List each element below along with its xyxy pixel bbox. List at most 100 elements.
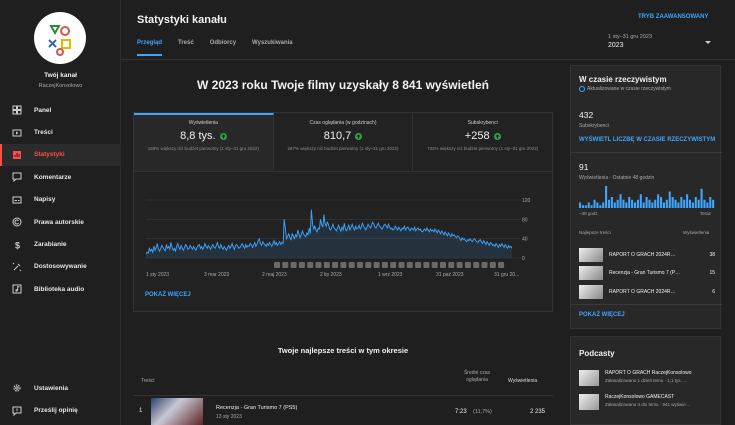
realtime-bar[interactable] <box>660 197 663 208</box>
sidebar-item-panel[interactable]: Panel <box>0 99 121 121</box>
podcast-item[interactable]: RaczejKonsolowo GAMECAST Zaktualizowano … <box>579 394 719 414</box>
realtime-bar[interactable] <box>697 199 700 208</box>
realtime-bar[interactable] <box>665 199 668 208</box>
tab-research[interactable]: Wyszukiwania <box>252 40 293 46</box>
podcast-item[interactable]: RAPORT O GRACH RaczejKonsolowo Zaktualiz… <box>579 370 719 390</box>
video-title[interactable]: Recenzja - Gran Turismo 7 (PS5) <box>216 405 298 411</box>
metric-card-watch-time[interactable]: Czas oglądania (w godzinach) 810,7 267% … <box>273 113 414 171</box>
video-marker[interactable] <box>365 262 372 268</box>
video-marker[interactable] <box>464 262 471 268</box>
video-marker[interactable] <box>274 262 280 268</box>
realtime-bar[interactable] <box>605 186 608 208</box>
video-marker[interactable] <box>307 262 314 268</box>
realtime-bar[interactable] <box>671 197 674 208</box>
sidebar-item-audio-library[interactable]: Biblioteka audio <box>0 278 121 300</box>
sidebar-item-customization[interactable]: Dostosowywanie <box>0 256 121 278</box>
video-marker[interactable] <box>440 262 446 268</box>
tab-overview[interactable]: Przegląd <box>137 40 163 56</box>
realtime-bar[interactable] <box>631 199 634 208</box>
video-marker[interactable] <box>498 262 505 268</box>
date-range-label[interactable]: 1 sty–31 gru 2023 <box>608 34 653 40</box>
realtime-bar[interactable] <box>651 202 654 209</box>
realtime-bar[interactable] <box>688 199 692 208</box>
sidebar-item-settings[interactable]: Ustawienia <box>0 377 121 399</box>
realtime-bar[interactable] <box>706 202 709 209</box>
video-thumbnail[interactable] <box>151 398 203 425</box>
realtime-bar[interactable] <box>674 199 677 208</box>
realtime-bar[interactable] <box>686 194 689 208</box>
date-range-value[interactable]: 2023 <box>608 42 624 49</box>
table-row[interactable]: 1 Recenzja - Gran Turismo 7 (PS5) 13 sty… <box>133 395 553 425</box>
realtime-bar[interactable] <box>636 199 639 208</box>
video-marker[interactable] <box>332 262 339 268</box>
sidebar-item-content[interactable]: Treści <box>0 121 121 143</box>
video-marker[interactable] <box>456 262 463 268</box>
video-marker[interactable] <box>489 262 496 268</box>
realtime-bar[interactable] <box>709 197 712 208</box>
sidebar-item-subtitles[interactable]: Napisy <box>0 189 121 211</box>
realtime-bar[interactable] <box>694 197 697 208</box>
realtime-bar[interactable] <box>590 205 593 208</box>
advanced-mode-link[interactable]: TRYB ZAAWANSOWANY <box>638 14 709 20</box>
realtime-bar[interactable] <box>616 199 619 208</box>
realtime-bar[interactable] <box>645 197 648 208</box>
realtime-bar[interactable] <box>633 202 637 209</box>
metric-card-subscribers[interactable]: Subskrybenci +258 732% większy niż budże… <box>413 113 553 171</box>
video-marker[interactable] <box>390 262 397 268</box>
video-marker[interactable] <box>323 262 330 268</box>
video-marker[interactable] <box>431 262 438 268</box>
realtime-bar[interactable] <box>668 191 671 209</box>
video-marker[interactable] <box>473 262 480 268</box>
realtime-top-item[interactable]: RAPORT O GRACH 2024R… 6 <box>579 284 715 300</box>
realtime-bar[interactable] <box>648 199 651 208</box>
realtime-bar[interactable] <box>610 197 613 208</box>
video-marker[interactable] <box>340 262 347 268</box>
video-marker[interactable] <box>373 262 380 268</box>
video-marker[interactable] <box>398 262 405 268</box>
sidebar-item-copyright[interactable]: Prawa autorskie <box>0 211 121 233</box>
realtime-top-item[interactable]: RAPORT O GRACH 2024R… 38 <box>579 247 715 263</box>
realtime-bar[interactable] <box>703 199 706 208</box>
video-marker[interactable] <box>415 262 422 268</box>
show-more-link[interactable]: POKAŻ WIĘCEJ <box>145 292 191 298</box>
realtime-show-more-link[interactable]: POKAŻ WIĘCEJ <box>579 312 625 318</box>
realtime-bar[interactable] <box>596 202 599 209</box>
realtime-bar[interactable] <box>683 199 686 208</box>
realtime-bar[interactable] <box>680 197 683 208</box>
video-marker[interactable] <box>423 262 430 268</box>
video-marker[interactable] <box>381 262 388 268</box>
realtime-bar[interactable] <box>657 194 660 208</box>
realtime-bar[interactable] <box>587 202 590 209</box>
video-marker[interactable] <box>448 262 455 268</box>
sidebar-item-monetization[interactable]: $ Zarabianie <box>0 233 121 255</box>
channel-avatar[interactable] <box>34 12 86 64</box>
realtime-bar[interactable] <box>584 205 587 208</box>
realtime-bar[interactable] <box>619 194 622 208</box>
realtime-bar[interactable] <box>642 202 645 209</box>
realtime-bar[interactable] <box>593 199 596 208</box>
realtime-bar[interactable] <box>625 202 628 209</box>
realtime-bar[interactable] <box>639 194 642 208</box>
realtime-bar[interactable] <box>607 199 611 208</box>
realtime-bar[interactable] <box>579 202 582 209</box>
video-marker[interactable] <box>357 262 363 268</box>
video-marker[interactable] <box>481 262 488 268</box>
realtime-bar[interactable] <box>613 202 616 209</box>
realtime-bar[interactable] <box>691 202 694 209</box>
video-marker[interactable] <box>290 262 297 268</box>
realtime-bar[interactable] <box>599 205 602 208</box>
realtime-bar[interactable] <box>712 199 715 208</box>
realtime-bar[interactable] <box>654 199 657 208</box>
realtime-bar[interactable] <box>662 202 665 209</box>
video-marker[interactable] <box>298 262 305 268</box>
video-marker[interactable] <box>282 262 289 268</box>
realtime-count-link[interactable]: WYŚWIETL LICZBĘ W CZASIE RZECZYWISTYM <box>579 137 716 143</box>
sidebar-item-comments[interactable]: Komentarze <box>0 166 121 188</box>
realtime-bar[interactable] <box>677 202 680 209</box>
tab-content[interactable]: Treść <box>178 40 194 46</box>
sidebar-item-feedback[interactable]: Prześlij opinię <box>0 399 121 421</box>
realtime-bar[interactable] <box>581 205 584 208</box>
tab-audience[interactable]: Odbiorcy <box>209 40 237 46</box>
realtime-bar[interactable] <box>622 199 625 208</box>
video-marker[interactable] <box>315 262 322 268</box>
